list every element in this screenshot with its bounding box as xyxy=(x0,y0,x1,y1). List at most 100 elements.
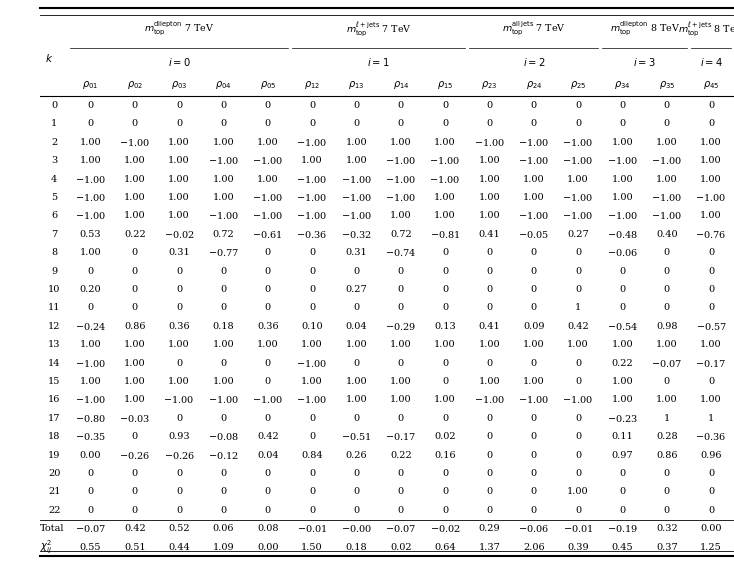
Text: 0: 0 xyxy=(176,303,182,312)
Text: 0.55: 0.55 xyxy=(80,543,101,552)
Text: $-$1.00: $-$1.00 xyxy=(474,137,505,148)
Text: $-$1.00: $-$1.00 xyxy=(297,357,327,369)
Text: 1.00: 1.00 xyxy=(390,211,412,220)
Text: 0: 0 xyxy=(265,377,271,386)
Text: 0: 0 xyxy=(442,506,448,515)
Text: 0: 0 xyxy=(442,119,448,128)
Text: $\rho_{34}$: $\rho_{34}$ xyxy=(614,79,631,91)
Text: 0: 0 xyxy=(442,248,448,257)
Text: 0: 0 xyxy=(131,266,138,275)
Text: 1.00: 1.00 xyxy=(124,193,145,202)
Text: 1.00: 1.00 xyxy=(346,138,367,147)
Text: $-$1.00: $-$1.00 xyxy=(208,155,239,166)
Text: 1.00: 1.00 xyxy=(301,156,323,165)
Text: $-$0.26: $-$0.26 xyxy=(120,450,150,461)
Text: 1: 1 xyxy=(51,119,57,128)
Text: 0: 0 xyxy=(265,285,271,294)
Text: $-$0.01: $-$0.01 xyxy=(297,523,327,534)
Text: 1.00: 1.00 xyxy=(213,193,234,202)
Text: $\rho_{04}$: $\rho_{04}$ xyxy=(215,79,232,91)
Text: 1.09: 1.09 xyxy=(213,543,234,552)
Text: $-$1.00: $-$1.00 xyxy=(385,174,416,184)
Text: 9: 9 xyxy=(51,266,57,275)
Text: 1.00: 1.00 xyxy=(79,377,101,386)
Text: $-$0.17: $-$0.17 xyxy=(696,357,727,369)
Text: $i=3$: $i=3$ xyxy=(633,56,656,69)
Text: 0: 0 xyxy=(131,432,138,441)
Text: $\rho_{14}$: $\rho_{14}$ xyxy=(393,79,409,91)
Text: 0.27: 0.27 xyxy=(567,230,589,239)
Text: 0: 0 xyxy=(87,469,93,478)
Text: 0: 0 xyxy=(265,119,271,128)
Text: 1.00: 1.00 xyxy=(390,340,412,349)
Text: 0: 0 xyxy=(220,506,227,515)
Text: 1.00: 1.00 xyxy=(301,340,323,349)
Text: 0: 0 xyxy=(265,469,271,478)
Text: 1.00: 1.00 xyxy=(79,156,101,165)
Text: $i=1$: $i=1$ xyxy=(367,56,390,69)
Text: $k$: $k$ xyxy=(45,52,53,64)
Text: 0: 0 xyxy=(487,487,493,496)
Text: 0.40: 0.40 xyxy=(656,230,677,239)
Text: 0: 0 xyxy=(487,469,493,478)
Text: $-$0.48: $-$0.48 xyxy=(607,229,638,240)
Text: 0: 0 xyxy=(131,303,138,312)
Text: 0: 0 xyxy=(398,359,404,368)
Text: 0: 0 xyxy=(398,303,404,312)
Text: 19: 19 xyxy=(48,451,60,460)
Text: 0: 0 xyxy=(309,506,315,515)
Text: 0: 0 xyxy=(664,487,670,496)
Text: $-$1.00: $-$1.00 xyxy=(75,174,106,184)
Text: 0: 0 xyxy=(398,487,404,496)
Text: 0: 0 xyxy=(309,101,315,110)
Text: $-$0.07: $-$0.07 xyxy=(75,523,106,534)
Text: $-$1.00: $-$1.00 xyxy=(341,210,372,221)
Text: 7: 7 xyxy=(51,230,57,239)
Text: 0: 0 xyxy=(442,303,448,312)
Text: 0: 0 xyxy=(220,487,227,496)
Text: 0.09: 0.09 xyxy=(523,322,545,331)
Text: $-$0.12: $-$0.12 xyxy=(208,450,239,461)
Text: 0: 0 xyxy=(309,487,315,496)
Text: 0: 0 xyxy=(708,266,714,275)
Text: 0: 0 xyxy=(531,119,537,128)
Text: $-$0.06: $-$0.06 xyxy=(607,247,638,258)
Text: 1.00: 1.00 xyxy=(611,193,633,202)
Text: 0: 0 xyxy=(664,303,670,312)
Text: 0: 0 xyxy=(708,506,714,515)
Text: 0.26: 0.26 xyxy=(346,451,367,460)
Text: 1.00: 1.00 xyxy=(523,193,545,202)
Text: 0.86: 0.86 xyxy=(124,322,145,331)
Text: $-$0.02: $-$0.02 xyxy=(429,523,460,534)
Text: $-$0.05: $-$0.05 xyxy=(518,229,549,240)
Text: 1.00: 1.00 xyxy=(479,193,501,202)
Text: 0: 0 xyxy=(353,119,360,128)
Text: 0: 0 xyxy=(619,285,625,294)
Text: 1.00: 1.00 xyxy=(168,138,190,147)
Text: $-$1.00: $-$1.00 xyxy=(696,192,727,203)
Text: 0.39: 0.39 xyxy=(567,543,589,552)
Text: 0.06: 0.06 xyxy=(213,524,234,533)
Text: $-$0.29: $-$0.29 xyxy=(385,321,416,332)
Text: 0.45: 0.45 xyxy=(611,543,633,552)
Text: $-$0.35: $-$0.35 xyxy=(75,431,106,442)
Text: 0: 0 xyxy=(531,414,537,423)
Text: $-$0.74: $-$0.74 xyxy=(385,247,416,258)
Text: 1.37: 1.37 xyxy=(479,543,501,552)
Text: 1.00: 1.00 xyxy=(124,359,145,368)
Text: $\rho_{05}$: $\rho_{05}$ xyxy=(260,79,276,91)
Text: $-$1.00: $-$1.00 xyxy=(119,137,150,148)
Text: 0.31: 0.31 xyxy=(346,248,367,257)
Text: $-$1.00: $-$1.00 xyxy=(562,395,594,405)
Text: 0: 0 xyxy=(619,487,625,496)
Text: $-$1.00: $-$1.00 xyxy=(75,395,106,405)
Text: 11: 11 xyxy=(48,303,61,312)
Text: $-$1.00: $-$1.00 xyxy=(385,155,416,166)
Text: 0.97: 0.97 xyxy=(611,451,633,460)
Text: 0: 0 xyxy=(664,377,670,386)
Text: 0: 0 xyxy=(487,119,493,128)
Text: 0: 0 xyxy=(131,506,138,515)
Text: 0.02: 0.02 xyxy=(390,543,412,552)
Text: 0.00: 0.00 xyxy=(257,543,278,552)
Text: $-$0.76: $-$0.76 xyxy=(696,229,727,240)
